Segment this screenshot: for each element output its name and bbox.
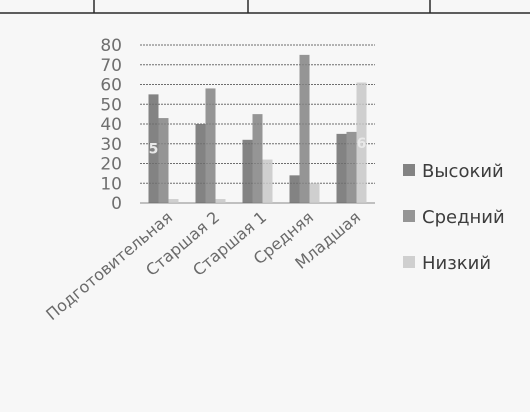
y-tick-label: 80 xyxy=(100,36,122,56)
bar-Низкий xyxy=(168,199,179,203)
bar-Средний xyxy=(346,131,357,203)
legend-swatch xyxy=(403,256,415,268)
legend-swatch xyxy=(403,210,415,222)
bar-Низкий xyxy=(262,159,273,203)
y-tick-label: 0 xyxy=(111,194,122,214)
legend: Высокий Средний Низкий xyxy=(403,161,505,274)
data-label: 6 xyxy=(357,136,367,152)
bar-Средний xyxy=(299,54,310,203)
bar-Средний xyxy=(205,88,216,203)
bar-Низкий xyxy=(356,82,367,203)
bar-Низкий xyxy=(215,199,226,203)
y-tick-label: 70 xyxy=(100,56,122,76)
legend-label: Средний xyxy=(422,207,505,228)
bar-Высокий xyxy=(242,139,253,203)
bar-Средний xyxy=(252,114,263,203)
data-label: 5 xyxy=(149,142,159,158)
y-tick-label: 50 xyxy=(100,95,122,115)
y-tick-label: 20 xyxy=(100,155,122,175)
y-tick-label: 10 xyxy=(100,174,122,194)
bar-Высокий xyxy=(289,175,300,203)
y-tick-label: 60 xyxy=(100,76,122,96)
legend-label: Высокий xyxy=(422,161,504,182)
bar-Высокий xyxy=(148,94,159,203)
bar-Высокий xyxy=(336,133,347,203)
y-tick-label: 40 xyxy=(100,115,122,135)
bar-Низкий xyxy=(309,183,320,203)
legend-swatch xyxy=(403,164,415,176)
bars xyxy=(148,54,367,203)
y-tick-label: 30 xyxy=(100,135,122,155)
legend-label: Низкий xyxy=(422,253,491,274)
bar-Высокий xyxy=(195,124,206,203)
bar-Средний xyxy=(158,118,169,203)
